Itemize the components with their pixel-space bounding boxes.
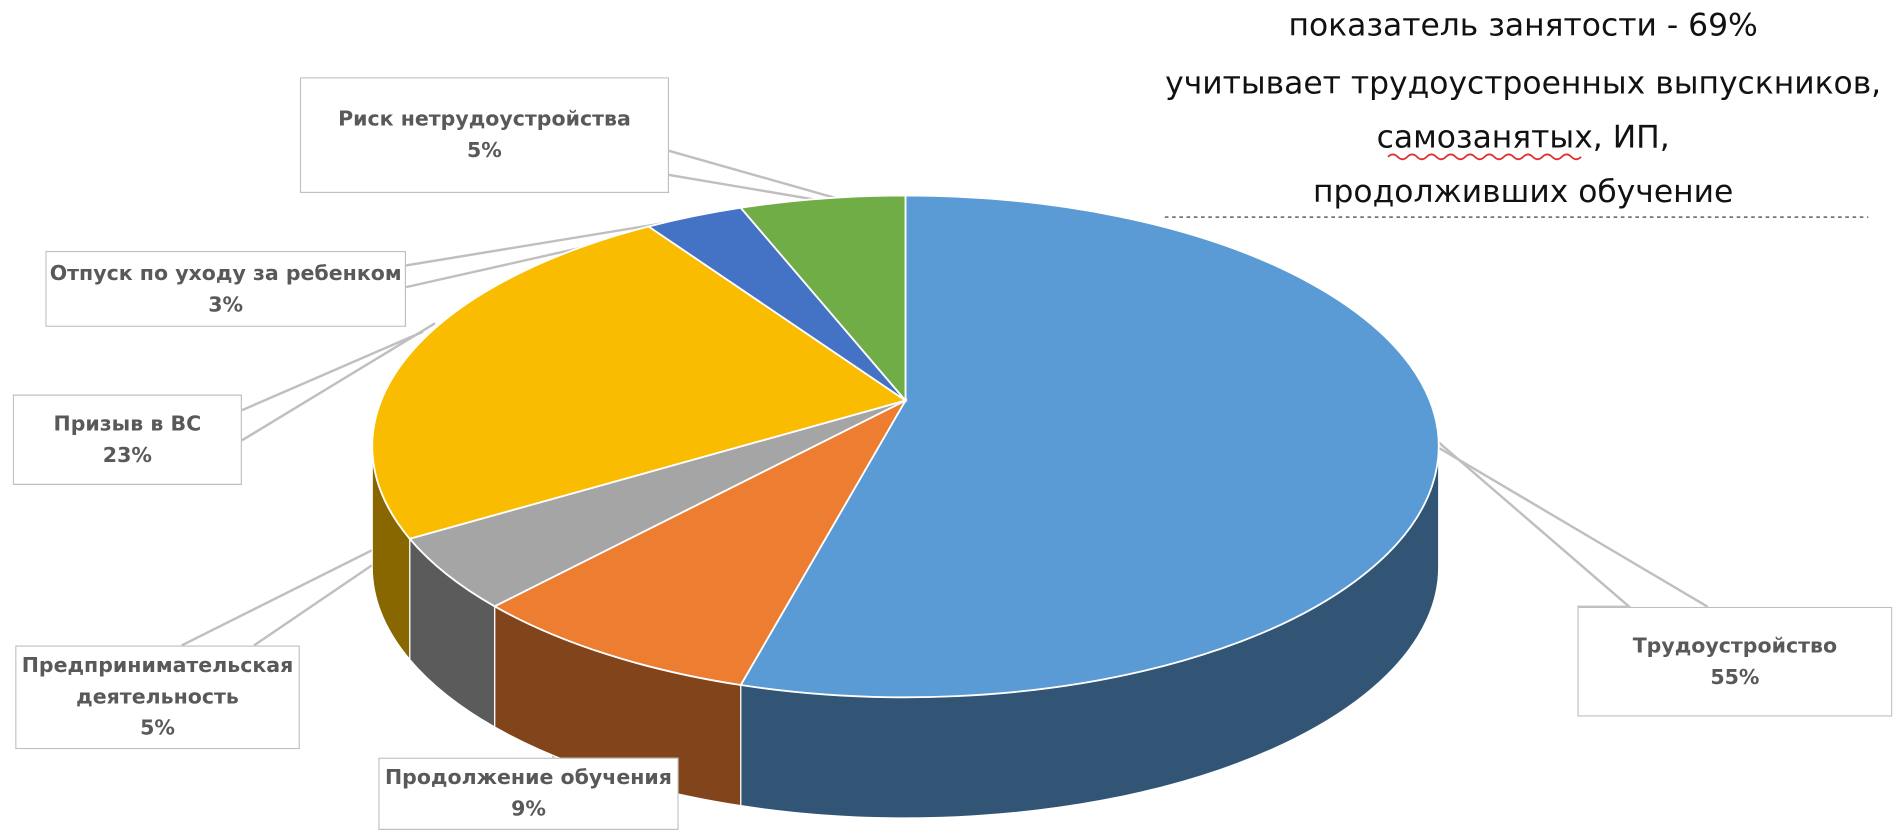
annotation-line: продолживших обучение — [1313, 174, 1733, 210]
label-box: Продолжение обучения 9% — [378, 757, 679, 830]
annotation-line: показатель занятости - 69% — [1288, 8, 1757, 44]
data-label: Предпринимательская деятельность 5% — [15, 645, 300, 750]
annotation-line: учитывает трудоустроенных выпускников, — [1165, 65, 1881, 101]
label-category: Трудоустройство — [1632, 633, 1838, 659]
label-box: Предпринимательская деятельность 5% — [15, 645, 300, 750]
pie-slice — [492, 398, 908, 687]
data-label: Отпуск по уходу за ребенком 3% — [45, 250, 407, 327]
spell-underline — [1387, 153, 1582, 161]
label-category: Риск нетрудоустройства — [338, 107, 631, 132]
label-category: Продолжение обучения — [384, 766, 672, 791]
label-value: 5% — [467, 138, 502, 163]
pie-slice — [371, 225, 908, 540]
label-category: Предпринимательская деятельность — [21, 653, 294, 710]
pie-slice — [738, 194, 907, 403]
label-value: 23% — [102, 443, 152, 468]
label-value: 9% — [511, 797, 546, 822]
label-value: 3% — [208, 292, 244, 317]
data-label: Призыв в ВС 23% — [12, 394, 242, 485]
label-box: Трудоустройство 55% — [1577, 606, 1893, 717]
label-value: 55% — [1710, 665, 1760, 690]
pie-slice — [408, 399, 906, 608]
label-category: Отпуск по уходу за ребенком — [49, 261, 402, 286]
data-label: Риск нетрудоустройства 5% — [299, 77, 670, 194]
label-box: Призыв в ВС 23% — [12, 394, 242, 485]
data-label: Трудоустройство 55% — [1577, 606, 1893, 717]
pie-slice — [739, 194, 1440, 699]
annotation-line: самозанятых, ИП, — [1377, 120, 1670, 156]
label-box: Риск нетрудоустройства 5% — [299, 77, 670, 194]
label-value: 5% — [140, 716, 175, 741]
label-category: Призыв в ВС — [53, 411, 202, 437]
data-label: Продолжение обучения 9% — [378, 757, 679, 830]
label-box: Отпуск по уходу за ребенком 3% — [45, 250, 407, 327]
